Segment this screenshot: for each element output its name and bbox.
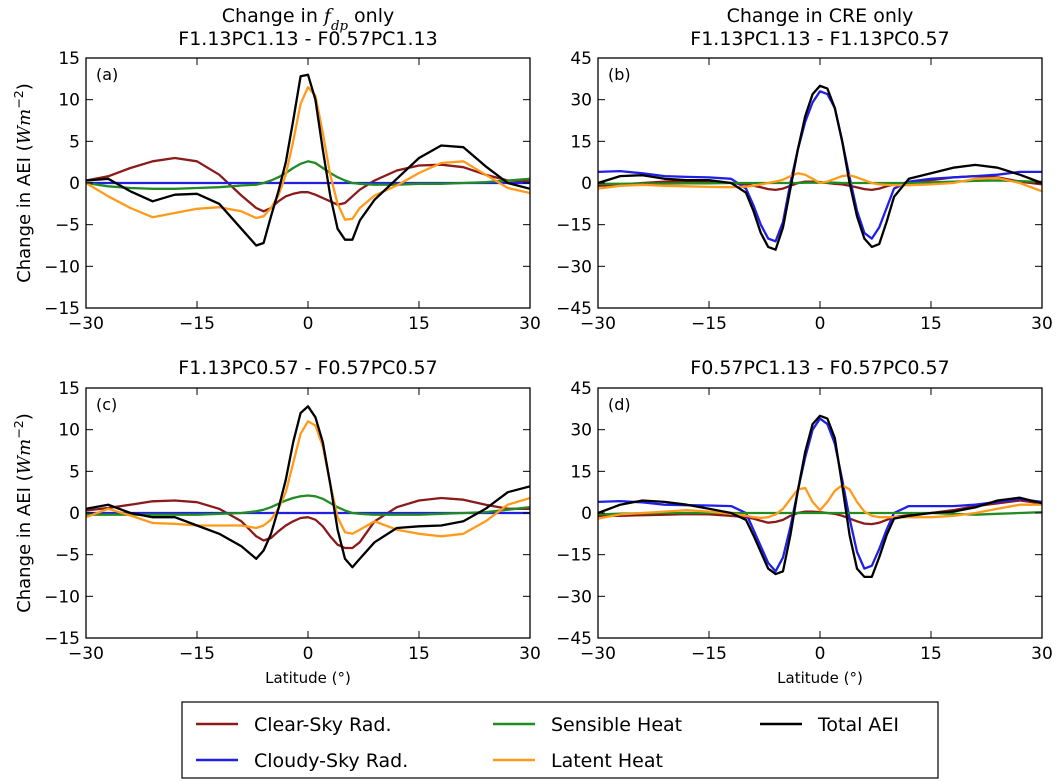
y-tick-label: 5 (69, 132, 80, 152)
legend-entry-latent-heat: Latent Heat (493, 750, 663, 772)
legend-label: Cloudy-Sky Rad. (254, 750, 408, 772)
x-tick-label: 15 (920, 314, 942, 334)
x-tick-label: 15 (408, 314, 430, 334)
x-tick-label: −30 (580, 644, 616, 664)
series-line-cloudy-sky-rad (598, 90, 1042, 243)
y-tick-label: 15 (570, 132, 592, 152)
y-axis-label: Change in AEI (Wm−2) (11, 83, 36, 283)
x-tick-label: −15 (691, 644, 727, 664)
series-group (86, 73, 530, 247)
y-tick-label: 5 (69, 462, 80, 482)
x-tick-label: 30 (519, 644, 541, 664)
legend-entry-sensible-heat: Sensible Heat (493, 714, 682, 736)
x-tick-label: 15 (920, 644, 942, 664)
series-line-total-aei (598, 84, 1042, 251)
x-tick-label: 30 (1031, 314, 1053, 334)
x-tick-label: 0 (815, 314, 826, 334)
y-tick-label: 0 (581, 504, 592, 524)
y-tick-label: 15 (570, 462, 592, 482)
series-line-clear-sky-rad (86, 496, 530, 550)
series-line-total-aei (598, 414, 1042, 579)
legend-entry-total-aei: Total AEI (760, 714, 899, 736)
y-tick-label: 30 (570, 91, 592, 111)
legend: Clear-Sky Rad. Sensible Heat Total AEI Clou… (181, 701, 939, 779)
x-tick-label: 0 (303, 644, 314, 664)
legend-entry-cloudy-sky-rad: Cloudy-Sky Rad. (196, 750, 408, 772)
panel-d: F0.57PC1.13 - F0.57PC0.57−30 −15 0 15 30−45−… (556, 357, 1053, 687)
series-group (86, 405, 530, 569)
x-tick-label: −15 (179, 644, 215, 664)
column-title-2-line-2: F1.13PC1.13 - F1.13PC0.57 (690, 28, 949, 50)
panel-label: (d) (608, 395, 631, 414)
panel-c: F1.13PC0.57 - F0.57PC0.57−30 −15 0 15 30−15−… (11, 357, 541, 687)
legend-entry-clear-sky-rad: Clear-Sky Rad. (196, 714, 392, 736)
x-tick-label: −15 (179, 314, 215, 334)
y-tick-label: 0 (69, 504, 80, 524)
column-title-1-line-2: F1.13PC1.13 - F0.57PC1.13 (178, 28, 437, 50)
y-tick-label: 45 (570, 49, 592, 69)
y-tick-label: −5 (55, 546, 80, 566)
series-line-latent-heat (86, 420, 530, 538)
x-tick-label: −30 (68, 314, 104, 334)
y-tick-label: −10 (44, 257, 80, 277)
column-title-2-line-1: Change in CRE only (727, 5, 914, 27)
y-tick-label: −15 (556, 546, 592, 566)
legend-label: Sensible Heat (551, 714, 682, 736)
y-tick-label: −45 (556, 299, 592, 319)
panel-title: F0.57PC1.13 - F0.57PC0.57 (690, 357, 949, 379)
series-group (598, 84, 1042, 251)
y-tick-label: −10 (44, 587, 80, 607)
series-line-sensible-heat (86, 494, 530, 516)
column-title-1-line-1: Change in fdp only (222, 5, 394, 34)
series-line-cloudy-sky-rad (598, 417, 1042, 573)
y-tick-label: −30 (556, 587, 592, 607)
x-tick-label: −15 (691, 314, 727, 334)
series-line-total-aei (86, 405, 530, 569)
series-line-latent-heat (86, 86, 530, 221)
y-tick-label: 30 (570, 421, 592, 441)
legend-label: Clear-Sky Rad. (254, 714, 392, 736)
series-line-total-aei (86, 73, 530, 247)
series-line-clear-sky-rad (86, 156, 530, 213)
y-tick-label: −5 (55, 216, 80, 236)
legend-label: Latent Heat (551, 750, 663, 772)
y-tick-label: 45 (570, 379, 592, 399)
legend-label: Total AEI (817, 714, 899, 736)
y-tick-label: 10 (58, 421, 80, 441)
y-tick-label: −15 (556, 216, 592, 236)
legend-frame (181, 701, 939, 779)
x-tick-label: 0 (815, 644, 826, 664)
y-axis-label: Change in AEI (Wm−2) (11, 413, 36, 613)
series-line-sensible-heat (86, 160, 530, 190)
panel-label: (b) (608, 65, 631, 84)
x-tick-label: −30 (68, 644, 104, 664)
x-tick-label: 0 (303, 314, 314, 334)
x-axis-label: Latitude (°) (777, 669, 863, 687)
y-tick-label: −45 (556, 629, 592, 649)
panel-label: (a) (96, 65, 118, 84)
x-tick-label: 30 (1031, 644, 1053, 664)
series-group (598, 414, 1042, 579)
y-tick-label: 10 (58, 91, 80, 111)
x-tick-label: 30 (519, 314, 541, 334)
y-tick-label: 0 (581, 174, 592, 194)
y-tick-label: −15 (44, 299, 80, 319)
series-line-latent-heat (598, 172, 1042, 193)
panel-title: F1.13PC0.57 - F0.57PC0.57 (178, 357, 437, 379)
x-axis-label: Latitude (°) (265, 669, 351, 687)
panel-label: (c) (96, 395, 117, 414)
y-tick-label: 0 (69, 174, 80, 194)
x-tick-label: 15 (408, 644, 430, 664)
y-tick-label: 15 (58, 49, 80, 69)
series-line-latent-heat (598, 484, 1042, 520)
y-tick-label: −15 (44, 629, 80, 649)
y-tick-label: 15 (58, 379, 80, 399)
y-tick-label: −30 (556, 257, 592, 277)
x-tick-label: −30 (580, 314, 616, 334)
